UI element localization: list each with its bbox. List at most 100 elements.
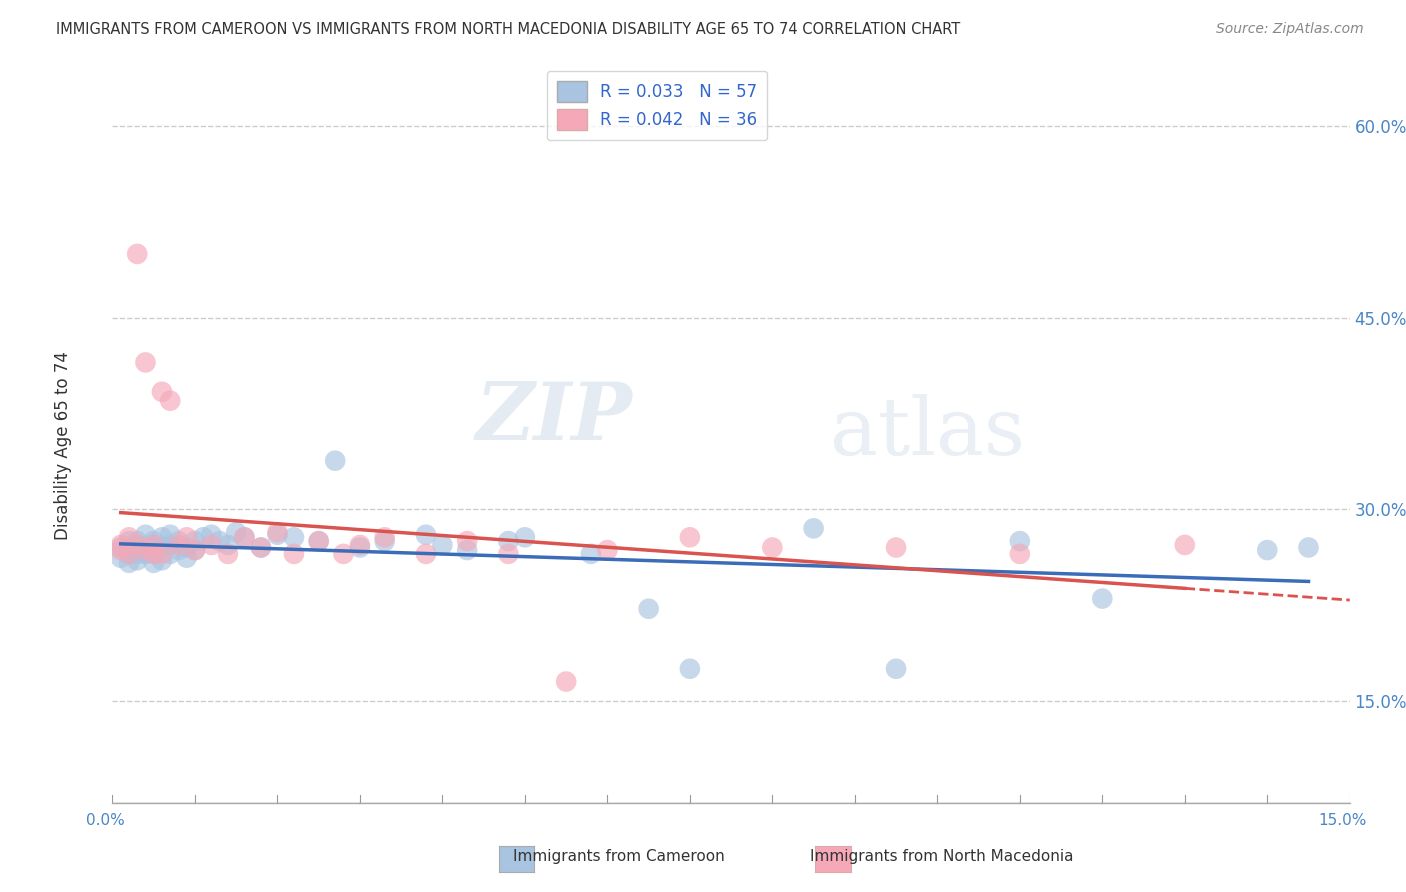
Point [555,674,578,689]
Point [374,530,396,544]
Point [283,547,305,561]
Point [1008,534,1031,549]
Point [193,530,215,544]
Point [176,550,198,565]
Point [456,543,478,558]
Point [803,521,825,535]
Point [134,355,156,369]
Point [217,538,239,552]
Text: atlas: atlas [830,393,1025,472]
Point [579,547,602,561]
Text: ZIP: ZIP [475,379,633,457]
Point [456,534,478,549]
Point [415,547,437,561]
Point [1298,541,1320,555]
Point [134,541,156,555]
Point [118,547,141,561]
Point [127,247,149,261]
Point [217,547,239,561]
Text: Immigrants from North Macedonia: Immigrants from North Macedonia [810,849,1074,863]
Point [142,547,165,561]
Point [1174,538,1197,552]
Point [1008,547,1031,561]
Text: 0.0%: 0.0% [86,814,125,828]
Point [250,541,273,555]
Point [761,541,783,555]
Point [150,553,173,567]
Point [150,384,173,399]
Point [200,527,222,541]
Point [159,547,181,561]
Point [308,534,330,549]
Point [266,527,288,541]
Point [200,538,222,552]
Point [167,534,190,549]
Point [110,543,132,558]
Text: Source: ZipAtlas.com: Source: ZipAtlas.com [1216,22,1364,37]
Point [118,547,141,561]
Point [884,662,907,676]
Point [283,530,305,544]
Point [150,541,173,555]
Point [349,538,371,552]
Point [225,525,247,540]
Point [134,547,156,561]
Point [266,525,288,540]
Point [884,541,907,555]
Point [1256,543,1278,558]
Point [134,543,156,558]
Point [596,543,619,558]
Text: IMMIGRANTS FROM CAMEROON VS IMMIGRANTS FROM NORTH MACEDONIA DISABILITY AGE 65 TO: IMMIGRANTS FROM CAMEROON VS IMMIGRANTS F… [56,22,960,37]
Point [142,538,165,552]
Point [110,538,132,552]
Point [349,541,371,555]
Point [415,527,437,541]
Point [110,541,132,555]
Point [498,547,520,561]
Point [637,601,659,615]
Point [1091,591,1114,606]
Point [167,543,190,558]
Point [127,547,149,561]
Point [127,543,149,558]
Point [118,556,141,570]
Point [498,534,520,549]
Point [142,538,165,552]
Point [142,534,165,549]
Text: Disability Age 65 to 74: Disability Age 65 to 74 [55,351,72,541]
Point [150,547,173,561]
Point [308,534,330,549]
Point [127,553,149,567]
Point [323,453,346,467]
Point [679,662,702,676]
Point [159,527,181,541]
Point [134,543,156,558]
Text: 15.0%: 15.0% [1319,814,1367,828]
Point [233,530,256,544]
Point [134,527,156,541]
Point [142,547,165,561]
Point [184,543,207,558]
Point [176,530,198,544]
Text: Immigrants from Cameroon: Immigrants from Cameroon [513,849,724,863]
Point [118,534,141,549]
Point [184,543,207,558]
Point [142,556,165,570]
Point [118,530,141,544]
Point [374,534,396,549]
Point [233,530,256,544]
Point [184,534,207,549]
Point [127,538,149,552]
Point [159,393,181,408]
Point [127,538,149,552]
Point [176,541,198,555]
Point [159,538,181,552]
Point [150,530,173,544]
Point [110,550,132,565]
Point [167,538,190,552]
Point [513,530,536,544]
Point [208,534,231,549]
Point [679,530,702,544]
Point [250,541,273,555]
Legend: R = 0.033   N = 57, R = 0.042   N = 36: R = 0.033 N = 57, R = 0.042 N = 36 [547,70,768,140]
